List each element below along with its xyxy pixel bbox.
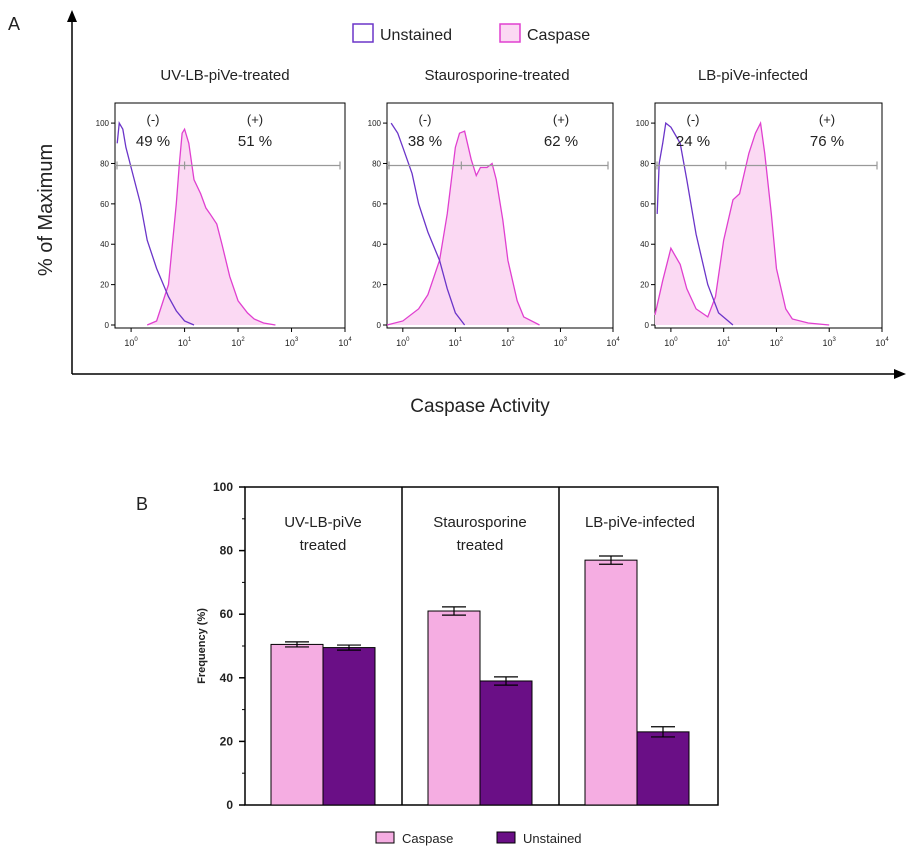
y-tick-label: 20 <box>640 281 649 290</box>
caspase-line <box>146 127 276 326</box>
caspase-fill <box>655 123 830 325</box>
caspase-fill <box>387 131 540 325</box>
subplot-title: Staurosporine-treated <box>424 67 569 84</box>
x-tick-label: 103 <box>554 337 568 348</box>
legend-label-unstained-bar: Unstained <box>523 831 582 846</box>
legend-label-caspase-bar: Caspase <box>402 831 453 846</box>
x-tick-label: 101 <box>449 337 463 348</box>
negative-gate-sign: (-) <box>419 112 432 127</box>
subplot-title: LB-piVe-infected <box>698 67 808 84</box>
y-tick-label: 20 <box>100 281 109 290</box>
legend-swatch-caspase <box>499 23 521 43</box>
x-tick-label: 100 <box>124 337 138 348</box>
bar-y-axis-label: Frequency (%) <box>196 608 208 684</box>
panel-a-y-arrow <box>67 10 77 22</box>
negative-gate-sign: (-) <box>687 112 700 127</box>
negative-gate-percent: 24 % <box>676 133 710 150</box>
group-title-line: treated <box>300 537 347 554</box>
y-tick-label: 20 <box>372 281 381 290</box>
bar-group-1: UV-LB-piVe treated <box>270 514 376 806</box>
y-tick-label: 100 <box>368 119 382 128</box>
histogram-subplot-3: LB-piVe-infected 0 20 40 60 80 100 100 101 102 103… <box>636 67 890 348</box>
y-tick-label: 0 <box>105 321 110 330</box>
x-tick-label: 103 <box>285 337 299 348</box>
panel-label-b: B <box>136 494 148 514</box>
y-tick-label: 80 <box>100 159 109 168</box>
panel-label-a: A <box>8 14 20 34</box>
panel-a-y-label: % of Maximum <box>35 144 57 276</box>
x-tick-label: 104 <box>338 337 352 348</box>
unstained-line <box>116 121 195 326</box>
histogram-subplot-2: Staurosporine-treated 0 20 40 60 80 100 100 101 1… <box>368 67 621 348</box>
y-tick-label: 0 <box>226 798 233 812</box>
x-tick-label: 100 <box>396 337 410 348</box>
y-tick-label: 60 <box>100 200 109 209</box>
x-tick-label: 102 <box>231 337 245 348</box>
bar-group-3: LB-piVe-infected <box>584 514 695 806</box>
positive-gate-sign: (+) <box>819 112 835 127</box>
y-tick-label: 100 <box>636 119 650 128</box>
legend-label-unstained: Unstained <box>380 27 452 44</box>
y-tick-label: 0 <box>377 321 382 330</box>
y-tick-label: 60 <box>640 200 649 209</box>
legend-swatch-unstained-bar <box>496 831 516 844</box>
y-tick-label: 100 <box>96 119 110 128</box>
y-tick-label: 80 <box>372 159 381 168</box>
unstained-line <box>656 121 734 326</box>
y-tick-label: 80 <box>220 544 234 558</box>
y-tick-label: 20 <box>220 734 234 748</box>
y-tick-label: 40 <box>100 240 109 249</box>
group-title-line: LB-piVe-infected <box>585 514 695 531</box>
negative-gate-percent: 49 % <box>136 133 170 150</box>
subplot-title: UV-LB-piVe-treated <box>160 67 289 84</box>
group-title-line: UV-LB-piVe <box>284 514 362 531</box>
positive-gate-sign: (+) <box>553 112 569 127</box>
positive-gate-percent: 62 % <box>544 133 578 150</box>
caspase-bar <box>427 610 481 806</box>
x-tick-label: 104 <box>606 337 620 348</box>
y-tick-label: 100 <box>213 480 233 494</box>
unstained-line <box>390 122 466 326</box>
x-tick-label: 102 <box>501 337 515 348</box>
histogram-panels: UV-LB-piVe-treated 0 20 40 60 80 100 100 101 102 1… <box>96 67 890 348</box>
x-tick-label: 103 <box>823 337 837 348</box>
caspase-bar <box>270 643 324 806</box>
caspase-line <box>386 130 540 326</box>
y-tick-label: 60 <box>372 200 381 209</box>
legend-label-caspase: Caspase <box>527 27 590 44</box>
caspase-bar <box>584 559 638 806</box>
y-tick-label: 60 <box>220 607 234 621</box>
y-tick-label: 40 <box>372 240 381 249</box>
bar-group-2: Staurosporine treated <box>427 514 533 806</box>
negative-gate-percent: 38 % <box>408 133 442 150</box>
positive-gate-percent: 76 % <box>810 133 844 150</box>
y-tick-label: 0 <box>645 321 650 330</box>
unstained-bar <box>636 731 690 806</box>
caspase-fill <box>147 129 276 325</box>
group-title-line: treated <box>457 537 504 554</box>
group-title-line: Staurosporine <box>433 514 526 531</box>
panel-a-x-arrow <box>894 369 906 379</box>
y-tick-label: 40 <box>220 671 234 685</box>
x-tick-label: 100 <box>664 337 678 348</box>
unstained-bar <box>322 647 376 806</box>
x-tick-label: 101 <box>178 337 192 348</box>
frequency-bar-chart: 0 20 40 60 80 100 Frequency (%) UV-LB-piVe treat… <box>196 480 719 846</box>
x-tick-label: 102 <box>770 337 784 348</box>
histogram-subplot-1: UV-LB-piVe-treated 0 20 40 60 80 100 100 101 102 1… <box>96 67 353 348</box>
positive-gate-sign: (+) <box>247 112 263 127</box>
negative-gate-sign: (-) <box>147 112 160 127</box>
legend-swatch-unstained <box>352 23 374 43</box>
y-tick-label: 80 <box>640 159 649 168</box>
caspase-line <box>654 120 830 326</box>
panel-a-x-label: Caspase Activity <box>410 396 550 417</box>
positive-gate-percent: 51 % <box>238 133 272 150</box>
y-tick-label: 40 <box>640 240 649 249</box>
legend-swatch-caspase-bar <box>375 831 395 844</box>
x-tick-label: 101 <box>717 337 731 348</box>
x-tick-label: 104 <box>875 337 889 348</box>
unstained-bar <box>479 680 533 806</box>
